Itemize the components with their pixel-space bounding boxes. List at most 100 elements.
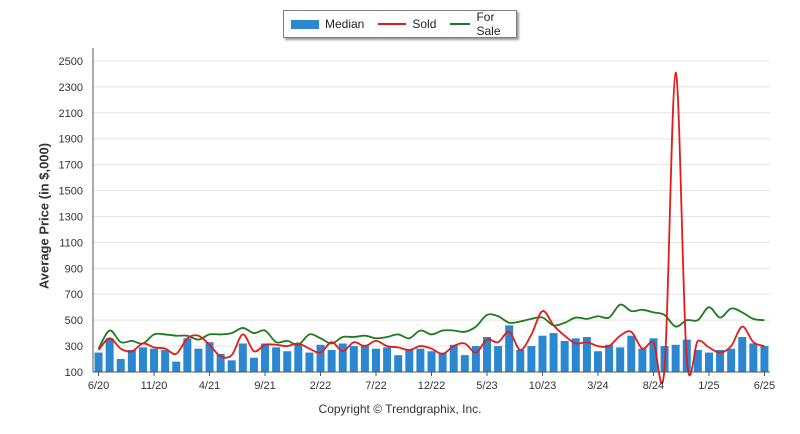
- median-bar: [427, 351, 436, 372]
- grid-lines: [93, 60, 770, 347]
- median-bar: [416, 348, 425, 372]
- median-bar: [261, 343, 270, 372]
- median-bar: [272, 347, 281, 372]
- median-bar: [383, 347, 392, 372]
- median-bar: [638, 348, 647, 372]
- median-bar: [593, 351, 602, 372]
- median-bar: [749, 343, 758, 372]
- x-tick-label: 4/21: [199, 380, 220, 392]
- legend-label-sold: Sold: [412, 17, 437, 31]
- legend: Median Sold For Sale: [283, 10, 517, 38]
- legend-item-for-sale: For Sale: [450, 10, 509, 38]
- median-bar: [460, 355, 469, 372]
- median-bar: [327, 349, 336, 372]
- median-bar: [249, 357, 258, 372]
- median-bar: [283, 351, 292, 372]
- median-bar: [438, 352, 447, 372]
- median-bar: [227, 360, 236, 372]
- median-bar: [405, 349, 414, 372]
- x-tick-label: 10/23: [529, 380, 557, 392]
- median-bar: [471, 346, 480, 372]
- median-bar: [527, 346, 536, 372]
- median-bar: [161, 349, 170, 372]
- median-bar: [760, 346, 769, 372]
- y-tick-label: 500: [65, 315, 83, 327]
- legend-label-for-sale: For Sale: [476, 10, 501, 38]
- median-bar: [316, 344, 325, 372]
- y-tick-label: 1900: [59, 134, 83, 146]
- median-bar: [482, 337, 491, 372]
- x-tick-label: 9/21: [254, 380, 275, 392]
- x-tick-label: 6/20: [88, 380, 109, 392]
- y-tick-label: 1300: [59, 211, 83, 223]
- median-bar: [183, 338, 192, 372]
- x-tick-label: 2/22: [310, 380, 331, 392]
- median-bar: [338, 343, 347, 372]
- median-bar: [294, 344, 303, 372]
- median-bar: [194, 348, 203, 372]
- median-bar: [449, 344, 458, 372]
- median-bar: [704, 352, 713, 372]
- median-bar: [716, 349, 725, 372]
- median-bar: [305, 352, 314, 372]
- median-bar: [649, 338, 658, 372]
- y-tick-label: 900: [65, 263, 83, 275]
- legend-item-median: Median: [291, 17, 364, 31]
- x-tick-label: 11/20: [141, 380, 168, 392]
- for-sale-line: [97, 303, 765, 350]
- y-tick-label: 2100: [59, 108, 83, 120]
- x-tick-label: 1/25: [698, 380, 719, 392]
- axes: 100 300 500 700 900 1100 1300 1500 1700 1900 2100 2…: [59, 48, 775, 392]
- y-tick-label: 1700: [59, 160, 83, 172]
- median-bar: [549, 333, 558, 372]
- median-bar: [538, 335, 547, 372]
- median-bar: [671, 344, 680, 372]
- legend-label-median: Median: [325, 17, 365, 31]
- legend-swatch-for-sale: [450, 23, 471, 25]
- x-tick-label: 3/24: [587, 380, 608, 392]
- median-bar: [560, 340, 569, 372]
- median-bar: [571, 338, 580, 372]
- median-bar: [516, 349, 525, 372]
- copyright-text: Copyright © Trendgraphix, Inc.: [318, 402, 482, 416]
- sold-line: [97, 71, 765, 385]
- median-bar: [727, 348, 736, 372]
- median-bars: [94, 325, 769, 372]
- x-tick-label: 8/24: [643, 380, 664, 392]
- legend-swatch-sold: [378, 23, 407, 25]
- median-bar: [216, 353, 225, 372]
- median-bar: [94, 352, 103, 372]
- median-bar: [494, 346, 503, 372]
- median-bar: [372, 348, 381, 372]
- median-bar: [116, 359, 125, 372]
- y-tick-label: 2500: [59, 56, 83, 68]
- median-bar: [138, 347, 147, 372]
- y-tick-label: 1500: [59, 186, 83, 198]
- median-bar: [582, 337, 591, 372]
- legend-swatch-median: [291, 19, 319, 29]
- median-bar: [505, 325, 514, 372]
- median-bar: [738, 337, 747, 372]
- y-tick-label: 700: [65, 289, 83, 301]
- y-tick-label: 300: [65, 341, 83, 353]
- median-bar: [238, 343, 247, 372]
- median-bar: [360, 344, 369, 372]
- median-bar: [394, 355, 403, 372]
- y-tick-label: 2300: [59, 82, 83, 94]
- median-bar: [627, 335, 636, 372]
- y-axis-label: Average Price (in $,000): [36, 142, 52, 290]
- median-bar: [693, 349, 702, 372]
- median-bar: [150, 348, 159, 372]
- median-bar: [172, 361, 181, 372]
- y-tick-label: 1100: [59, 237, 83, 249]
- median-bar: [105, 338, 114, 372]
- median-bar: [605, 344, 614, 372]
- x-tick-label: 7/22: [365, 380, 386, 392]
- median-bar: [616, 347, 625, 372]
- median-bar: [127, 349, 136, 372]
- x-tick-label: 6/25: [754, 380, 775, 392]
- median-bar: [205, 342, 214, 372]
- legend-item-sold: Sold: [378, 17, 436, 31]
- y-tick-label: 100: [65, 367, 83, 379]
